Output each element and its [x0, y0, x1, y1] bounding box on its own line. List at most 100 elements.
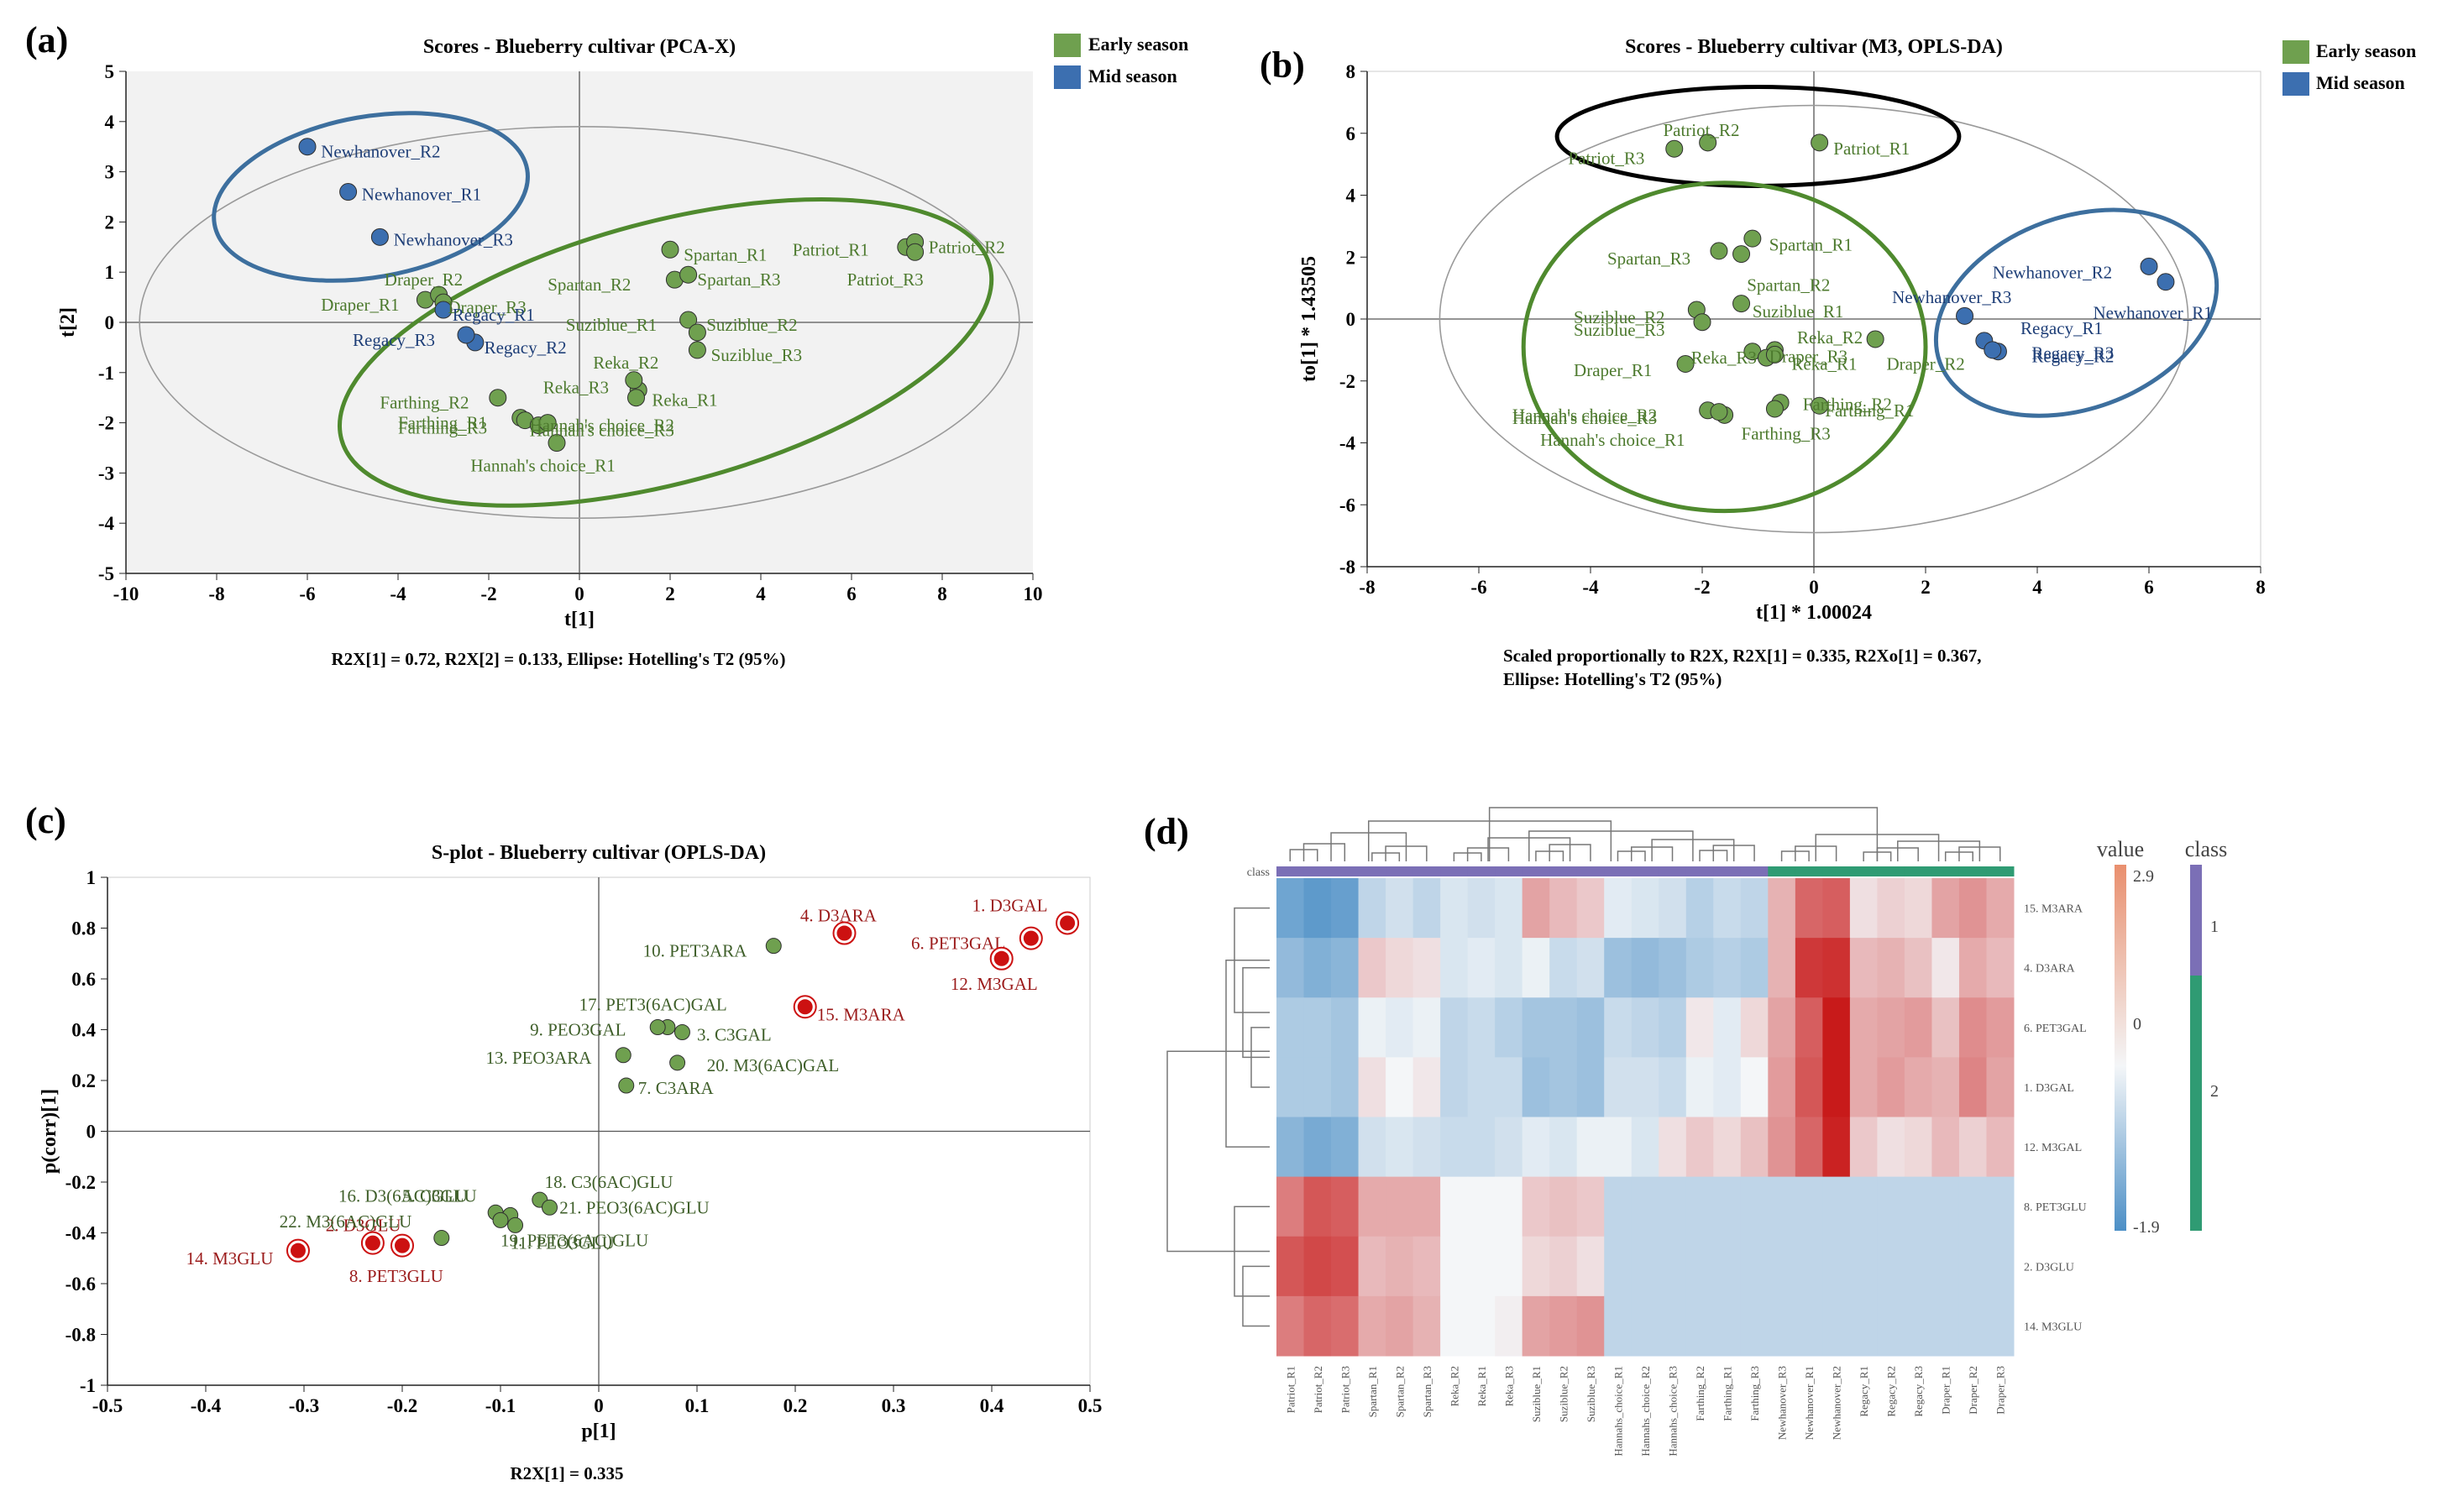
- chart-a-point-patriot-r3: [906, 243, 925, 261]
- chart-b-x-tick-label: 4: [2032, 577, 2042, 598]
- heatmap-cell: [1849, 878, 1878, 939]
- heatmap-cell: [1604, 1057, 1633, 1117]
- chart-a-x-tick-label: -10: [113, 583, 139, 604]
- heatmap-cell: [1604, 938, 1633, 998]
- chart-b-x-label: t[1] * 1.00024: [1756, 602, 1872, 624]
- heatmap-cell: [1795, 1176, 1823, 1237]
- heatmap-cell: [1685, 1295, 1714, 1357]
- heatmap-cell: [1331, 997, 1360, 1058]
- chart-b-label-draper-r1: Draper_R1: [1574, 360, 1652, 380]
- chart-b-point-patriot-r1: [1811, 133, 1829, 152]
- heatmap-cell: [1795, 1236, 1823, 1297]
- heatmap-cell: [1495, 1057, 1523, 1117]
- heatmap-cell: [1440, 1117, 1469, 1178]
- chart-a-x-tick-label: 10: [1024, 583, 1043, 604]
- heatmap-cell: [1331, 1295, 1360, 1357]
- chart-b-label-patriot-r2: Patriot_R2: [1663, 120, 1739, 140]
- heatmap-class-cell: [1495, 866, 1523, 876]
- chart-c-label-9-peo3gal: 9. PEO3GAL: [530, 1020, 626, 1040]
- chart-c-x-tick-label: -0.3: [289, 1395, 319, 1416]
- chart-b-point-newhanover-r2: [2140, 257, 2158, 275]
- heatmap-column-dendrogram-link: [1302, 843, 1346, 861]
- chart-b-y-tick-label: 2: [1346, 247, 1356, 268]
- heatmap-cell: [1440, 997, 1469, 1058]
- heatmap-row-label: 1. D3GAL: [2024, 1082, 2074, 1095]
- heatmap-cell: [1358, 1057, 1386, 1117]
- heatmap-cell: [1276, 1176, 1305, 1237]
- heatmap-cell: [1958, 878, 1987, 939]
- heatmap-cell: [1495, 938, 1523, 998]
- heatmap-row-dendrogram-link: [1166, 1050, 1270, 1253]
- heatmap-cell: [1576, 1176, 1605, 1237]
- chart-b-label-hannah-s-choice-r1: Hannah's choice_R1: [1540, 430, 1685, 450]
- chart-b-label-spartan-r2: Spartan_R2: [1747, 275, 1830, 295]
- heatmap-cell: [1467, 878, 1496, 939]
- chart-a-y-tick-label: -1: [98, 363, 114, 384]
- legend-b: Early season Mid season: [2282, 40, 2416, 96]
- chart-b-x-tick-label: 6: [2144, 577, 2154, 598]
- heatmap-cell: [1659, 1117, 1687, 1178]
- chart-a-point-newhanover-r2: [298, 138, 317, 156]
- heatmap-cell: [1631, 1236, 1659, 1297]
- heatmap-cell: [1958, 938, 1987, 998]
- chart-c-point-3-c3gal: [673, 1024, 690, 1041]
- legend-a-mid-swatch: [1054, 65, 1081, 89]
- heatmap-cell: [1412, 1057, 1441, 1117]
- heatmap-cell: [1386, 878, 1414, 939]
- heatmap-cell: [1768, 1295, 1796, 1357]
- heatmap-cell: [1768, 1176, 1796, 1237]
- chart-c-point-1-d3gal: [1060, 915, 1076, 931]
- chart-a-y-tick-label: -2: [98, 413, 114, 434]
- heatmap-cell: [1740, 1236, 1769, 1297]
- legend-b-mid-label: Mid season: [2316, 72, 2405, 93]
- heatmap-cell: [1358, 938, 1386, 998]
- chart-b-y-tick-label: -2: [1339, 371, 1355, 392]
- heatmap-cell: [1331, 1057, 1360, 1117]
- heatmap-class-cell: [1386, 866, 1414, 876]
- heatmap-cell: [1467, 1117, 1496, 1178]
- chart-b-label-newhanover-r1: Newhanover_R1: [2094, 303, 2213, 323]
- heatmap-cell: [1659, 1236, 1687, 1297]
- heatmap-cell: [1768, 938, 1796, 998]
- heatmap-cell: [1358, 1295, 1386, 1357]
- heatmap-class-cell: [1849, 866, 1878, 876]
- chart-a-label-spartan-r3: Spartan_R3: [697, 269, 780, 290]
- heatmap-cell: [1576, 1295, 1605, 1357]
- chart-c-y-tick-label: -0.8: [66, 1325, 96, 1346]
- chart-a-label-newhanover-r1: Newhanover_R1: [362, 185, 481, 205]
- heatmap-column-label: Draper_R3: [1994, 1366, 2007, 1415]
- heatmap-row-label: 2. D3GLU: [2024, 1261, 2074, 1274]
- heatmap-cell: [1877, 878, 1905, 939]
- heatmap-row-label: 12. M3GAL: [2024, 1142, 2082, 1154]
- chart-a-y-tick-label: -4: [98, 513, 115, 534]
- heatmap-cell: [1795, 878, 1823, 939]
- heatmap-cell: [1276, 938, 1305, 998]
- heatmap-cell: [1331, 1117, 1360, 1178]
- heatmap-cell: [1604, 1295, 1633, 1357]
- heatmap-cell: [1822, 1057, 1851, 1117]
- heatmap-cell: [1576, 1236, 1605, 1297]
- heatmap-cell: [1931, 1236, 1960, 1297]
- chart-a-y-tick-label: 4: [105, 112, 115, 133]
- heatmap-cell: [1522, 1176, 1550, 1237]
- legend-b-mid-swatch: [2282, 72, 2309, 96]
- heatmap-cell: [1768, 1117, 1796, 1178]
- heatmap-class-cell: [1795, 866, 1823, 876]
- heatmap-cell: [1713, 878, 1742, 939]
- chart-a-label-regacy-r1: Regacy_R1: [453, 305, 535, 325]
- chart-c-point-4-d3ara: [836, 925, 852, 941]
- heatmap-cell: [1877, 1117, 1905, 1178]
- chart-a-point-newhanover-r3: [370, 228, 389, 246]
- chart-a-x-tick-label: 6: [846, 583, 857, 604]
- heatmap-column-label: Draper_R2: [1967, 1366, 1979, 1415]
- chart-a-x-tick-label: -2: [480, 583, 496, 604]
- chart-b-ellipse-hotelling-t2: [1439, 104, 2189, 534]
- heatmap-column-label: Regacy_R2: [1885, 1366, 1898, 1417]
- heatmap-cell: [1849, 1057, 1878, 1117]
- chart-b-y-tick-label: -6: [1339, 494, 1355, 515]
- heatmap-cell: [1495, 1176, 1523, 1237]
- class-legend-swatch-2: [2190, 976, 2202, 1231]
- chart-a-point-farthing-r2: [489, 389, 507, 407]
- heatmap-cell: [1576, 938, 1605, 998]
